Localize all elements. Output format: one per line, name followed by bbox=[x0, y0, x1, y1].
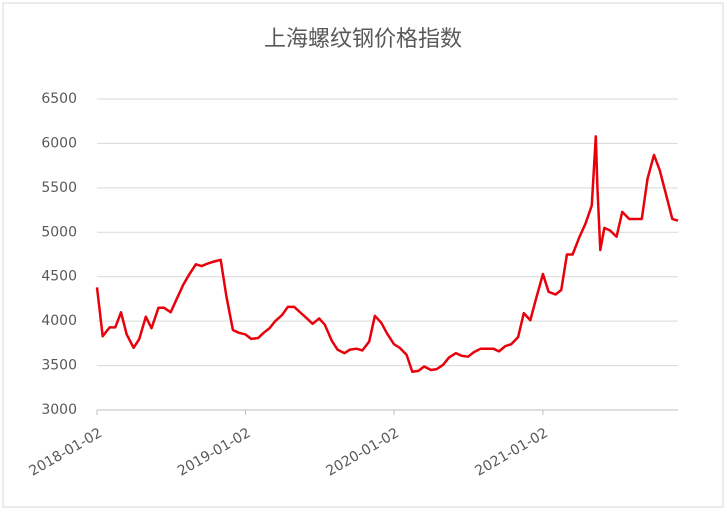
y-tick-label: 4000 bbox=[41, 313, 77, 329]
y-tick-label: 6500 bbox=[41, 91, 77, 107]
y-tick-label: 6000 bbox=[41, 135, 77, 151]
y-tick-label: 4500 bbox=[41, 269, 77, 285]
y-tick-label: 5500 bbox=[41, 180, 77, 196]
chart-title: 上海螺纹钢价格指数 bbox=[264, 27, 462, 52]
y-tick-label: 5000 bbox=[41, 224, 77, 240]
y-tick-label: 3500 bbox=[41, 358, 77, 374]
data-line bbox=[95, 135, 679, 374]
y-tick-label: 3000 bbox=[41, 402, 77, 418]
